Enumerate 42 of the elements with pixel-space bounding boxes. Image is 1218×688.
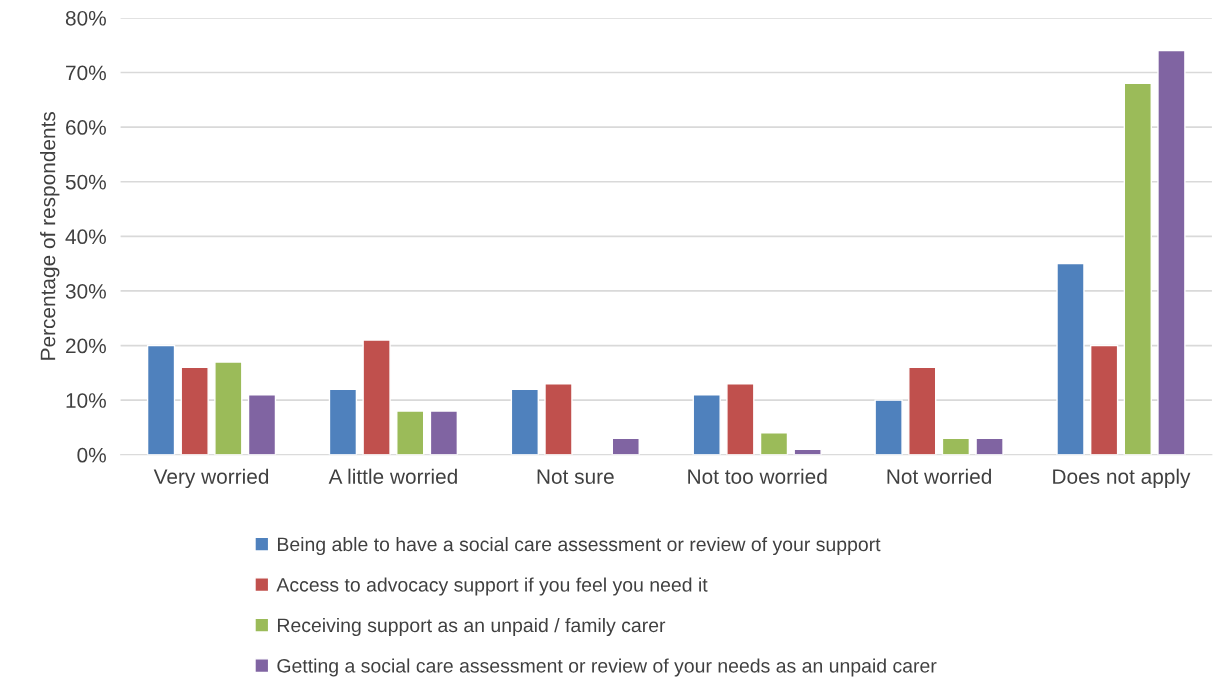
y-tick-label: 70% <box>66 65 106 81</box>
x-tick-label: Does not apply <box>1053 468 1191 489</box>
y-tick-label: 30% <box>65 283 106 299</box>
bar <box>908 366 937 455</box>
bar <box>941 437 971 455</box>
legend-label: Being able to have a social care assessment or review of your support <box>277 536 881 556</box>
bar <box>874 399 903 455</box>
x-tick-label: Very worried <box>153 468 269 489</box>
bar <box>692 394 721 455</box>
y-tick-label: 20% <box>66 338 106 354</box>
bar <box>975 437 1004 455</box>
bar <box>396 410 425 455</box>
x-tick-label: Not sure <box>537 469 614 484</box>
y-axis-title: Percentage of respondents <box>40 111 60 360</box>
bar <box>328 388 358 455</box>
y-tick-label: 40% <box>65 229 106 245</box>
y-tick-label: 50% <box>65 174 106 190</box>
bar <box>362 339 391 455</box>
y-tick-label: 10% <box>66 393 106 408</box>
bar <box>146 344 176 455</box>
bar <box>611 437 640 455</box>
bar <box>1157 49 1186 455</box>
y-tick-label: 80% <box>65 10 106 26</box>
y-tick-label: 60% <box>66 120 106 135</box>
bar <box>1123 82 1152 455</box>
bar <box>544 383 573 455</box>
legend-label: Getting a social care assessment or review of your needs as an unpaid carer <box>277 658 937 677</box>
x-tick-label: Not worried <box>887 468 991 484</box>
x-tick-label: A little worried <box>328 468 457 484</box>
bar <box>1089 344 1119 455</box>
legend-label: Receiving support as an unpaid / family carer <box>277 617 666 637</box>
bar <box>180 366 209 455</box>
bar <box>510 388 539 455</box>
bar <box>247 394 277 455</box>
bar <box>1056 262 1085 455</box>
bar <box>214 361 243 455</box>
bar <box>726 383 755 455</box>
bar <box>759 432 789 455</box>
y-tick-label: 0% <box>77 447 106 463</box>
x-tick-label: Not too worried <box>688 468 827 484</box>
legend-label: Access to advocacy support if you feel you need it <box>276 577 708 596</box>
bar <box>429 410 459 455</box>
